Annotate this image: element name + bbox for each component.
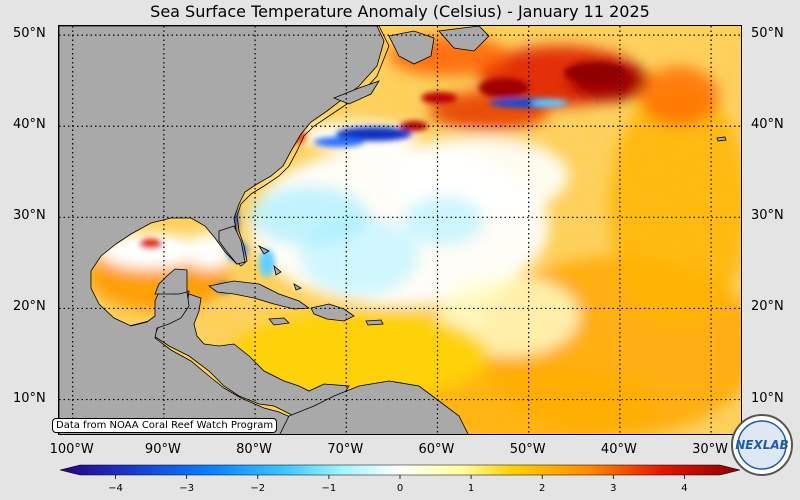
colorbar-ramp [60, 464, 740, 476]
colorbar [60, 464, 740, 479]
lat-tick-label: 40°N [751, 117, 784, 133]
lon-tick-label: 90°W [144, 442, 181, 457]
lat-tick-label: 50°N [751, 26, 784, 42]
nexlab-logo: NEXLAB [731, 414, 793, 476]
colorbar-tick-label: 0 [396, 483, 404, 494]
colorbar-tick-label: 2 [539, 483, 546, 494]
lat-tick-label: 50°N [13, 26, 46, 42]
lat-tick-label: 20°N [751, 299, 784, 315]
lat-tick-label: 10°N [13, 390, 46, 406]
graticule [59, 26, 741, 434]
lon-tick-label: 40°W [600, 442, 637, 457]
colorbar-tick-label: 4 [681, 483, 688, 494]
anomaly-details [87, 63, 624, 376]
lon-tick-label: 70°W [327, 442, 364, 457]
data-credit: Data from NOAA Coral Reef Watch Program [52, 418, 278, 433]
colorbar-tick-label: −4 [108, 483, 123, 494]
colorbar-tick-label: 3 [610, 483, 617, 494]
colorbar-tick-label: 1 [467, 483, 475, 494]
lon-tick-label: 30°W [692, 442, 729, 457]
map-area [58, 25, 742, 435]
lat-tick-label: 30°N [13, 208, 46, 224]
svg-text:NEXLAB: NEXLAB [735, 438, 789, 452]
colorbar-tick-label: −3 [179, 483, 195, 494]
lat-tick-label: 30°N [751, 208, 784, 224]
lon-tick-label: 60°W [418, 442, 455, 457]
lat-tick-label: 40°N [13, 117, 46, 133]
map-title: Sea Surface Temperature Anomaly (Celsius… [150, 2, 650, 21]
colorbar-tick-label: −1 [321, 483, 337, 494]
lon-tick-label: 50°W [509, 442, 546, 457]
lat-tick-label: 20°N [13, 299, 46, 315]
colorbar-tick-label: −2 [250, 483, 266, 494]
lat-tick-label: 10°N [751, 390, 784, 406]
lon-tick-label: 80°W [236, 442, 273, 457]
sst-map [59, 26, 741, 434]
lon-tick-label: 100°W [49, 442, 94, 457]
